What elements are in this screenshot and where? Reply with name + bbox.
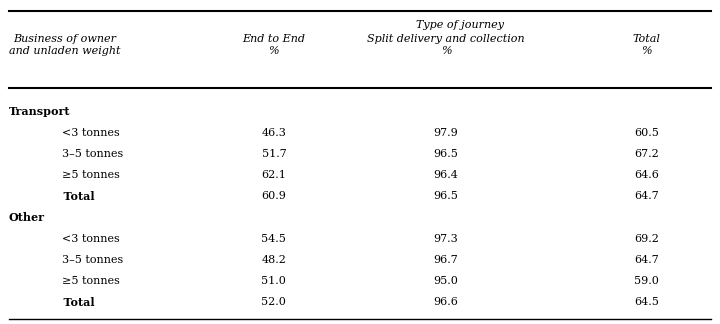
- Text: 64.6: 64.6: [634, 170, 660, 180]
- Text: <3 tonnes: <3 tonnes: [48, 128, 120, 138]
- Text: 64.7: 64.7: [634, 255, 660, 265]
- Text: 96.5: 96.5: [433, 191, 459, 202]
- Text: 51.7: 51.7: [261, 149, 287, 159]
- Text: 95.0: 95.0: [433, 276, 459, 286]
- Text: <3 tonnes: <3 tonnes: [48, 234, 120, 244]
- Text: Transport: Transport: [9, 106, 70, 117]
- Text: 60.5: 60.5: [634, 128, 660, 138]
- Text: 51.0: 51.0: [261, 276, 287, 286]
- Text: 96.7: 96.7: [433, 255, 459, 265]
- Text: Total
%: Total %: [633, 34, 661, 55]
- Text: 96.6: 96.6: [433, 297, 459, 307]
- Text: 96.5: 96.5: [433, 149, 459, 159]
- Text: Type of journey: Type of journey: [416, 20, 505, 30]
- Text: 54.5: 54.5: [261, 234, 287, 244]
- Text: 64.5: 64.5: [634, 297, 660, 307]
- Text: 59.0: 59.0: [634, 276, 660, 286]
- Text: 52.0: 52.0: [261, 297, 287, 307]
- Text: 60.9: 60.9: [261, 191, 287, 202]
- Text: ≥5 tonnes: ≥5 tonnes: [48, 170, 120, 180]
- Text: Other: Other: [9, 212, 45, 223]
- Text: End to End
%: End to End %: [243, 34, 305, 55]
- Text: 62.1: 62.1: [261, 170, 287, 180]
- Text: 48.2: 48.2: [261, 255, 287, 265]
- Text: ≥5 tonnes: ≥5 tonnes: [48, 276, 120, 286]
- Text: 69.2: 69.2: [634, 234, 660, 244]
- Text: 46.3: 46.3: [261, 128, 287, 138]
- Text: 3–5 tonnes: 3–5 tonnes: [48, 255, 123, 265]
- Text: 3–5 tonnes: 3–5 tonnes: [48, 149, 123, 159]
- Text: Total: Total: [48, 191, 94, 202]
- Text: Business of owner
and unladen weight: Business of owner and unladen weight: [9, 34, 120, 55]
- Text: 96.4: 96.4: [433, 170, 459, 180]
- Text: Split delivery and collection
%: Split delivery and collection %: [367, 34, 525, 55]
- Text: 97.3: 97.3: [433, 234, 459, 244]
- Text: 97.9: 97.9: [433, 128, 459, 138]
- Text: Total: Total: [48, 297, 94, 308]
- Text: 67.2: 67.2: [634, 149, 660, 159]
- Text: 64.7: 64.7: [634, 191, 660, 202]
